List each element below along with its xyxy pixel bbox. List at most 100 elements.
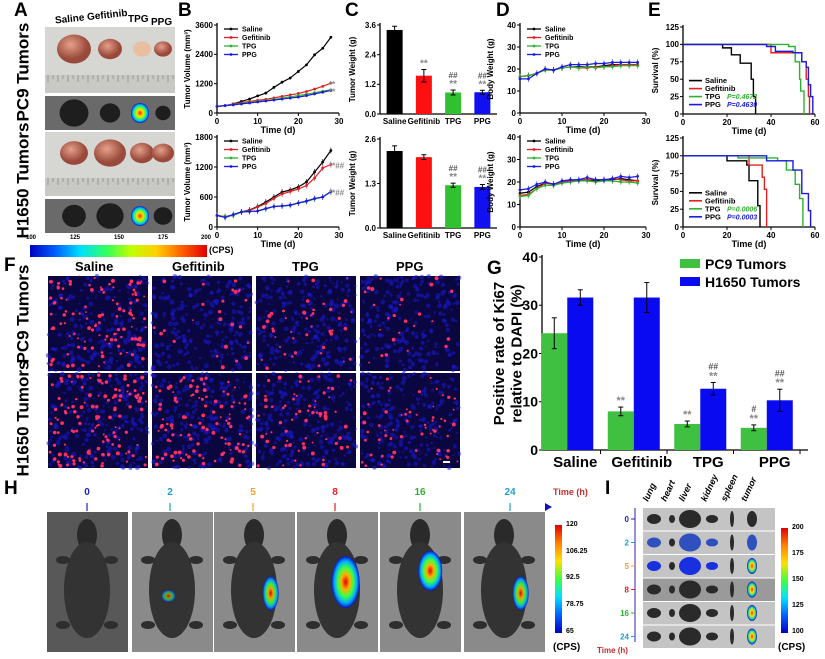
data-point	[535, 72, 539, 75]
nucleus	[304, 342, 307, 345]
nucleus	[53, 347, 58, 352]
ki67-cell	[127, 450, 131, 454]
ki67-cell	[104, 435, 108, 439]
nucleus	[389, 293, 393, 297]
ki67-cell	[118, 414, 122, 418]
nucleus	[401, 363, 405, 367]
nucleus	[48, 438, 52, 442]
nucleus	[414, 274, 418, 279]
nucleus	[141, 365, 144, 368]
nucleus	[139, 420, 144, 425]
nucleus	[132, 461, 136, 465]
ki67-cell	[100, 381, 104, 385]
data-point	[611, 65, 614, 69]
ki67-cell	[291, 355, 294, 358]
significance-hashes: ##	[775, 368, 785, 378]
ki67-cell	[91, 429, 95, 433]
nucleus	[206, 334, 210, 339]
nucleus	[269, 333, 274, 338]
nucleus	[416, 293, 421, 298]
data-point	[627, 180, 631, 184]
data-point	[569, 63, 572, 66]
y-tick-label: 30	[507, 155, 516, 164]
nucleus	[177, 274, 183, 280]
ki67-cell	[230, 322, 235, 327]
nucleus	[79, 289, 83, 292]
nucleus	[77, 385, 80, 388]
nucleus	[398, 359, 402, 363]
ki67-cell	[366, 286, 371, 290]
nucleus	[47, 369, 51, 372]
nucleus	[113, 321, 119, 326]
nucleus	[362, 333, 366, 337]
nucleus	[288, 300, 293, 305]
nucleus	[124, 354, 128, 357]
nucleus	[85, 416, 89, 420]
nucleus	[320, 331, 325, 337]
y-tick-label: 0	[512, 223, 517, 232]
nucleus	[169, 284, 175, 290]
nucleus	[349, 367, 352, 370]
legend-label: Gefitinib	[545, 147, 573, 154]
nucleus	[91, 373, 95, 377]
ki67-cell	[110, 278, 115, 283]
ki67-cell	[267, 313, 272, 318]
nucleus	[231, 316, 234, 319]
nucleus	[198, 287, 202, 291]
nucleus	[99, 422, 104, 427]
micrograph-saline	[45, 273, 150, 373]
nucleus	[129, 373, 133, 377]
x-tick-label: 0	[681, 231, 686, 240]
nucleus	[114, 373, 118, 377]
data-point	[560, 65, 564, 69]
ki67-cell	[129, 309, 132, 312]
nucleus	[130, 285, 134, 288]
nucleus	[361, 299, 365, 302]
nucleus	[196, 416, 201, 420]
nucleus	[185, 351, 190, 355]
ki67-cell	[311, 278, 316, 283]
data-point	[223, 216, 227, 219]
nucleus	[437, 303, 443, 309]
ki67-cell	[125, 452, 128, 455]
nucleus	[188, 338, 193, 343]
nucleus	[335, 281, 339, 285]
nucleus	[226, 352, 229, 356]
nucleus	[110, 427, 113, 431]
nucleus	[135, 376, 141, 382]
nucleus	[172, 364, 176, 368]
nucleus	[181, 444, 185, 448]
nucleus	[435, 362, 439, 365]
ki67-cell	[97, 378, 101, 382]
ki67-cell	[134, 291, 137, 294]
nucleus	[396, 277, 400, 280]
nucleus	[408, 365, 413, 370]
nucleus	[57, 305, 62, 310]
micrograph-gefitinib	[150, 274, 254, 372]
nucleus	[85, 419, 88, 422]
nucleus	[268, 302, 271, 306]
nucleus	[376, 308, 380, 312]
data-point	[296, 201, 300, 205]
nucleus	[118, 289, 122, 292]
nucleus	[369, 325, 373, 328]
ki67-cell	[309, 314, 312, 317]
nucleus	[79, 414, 83, 418]
nucleus	[79, 324, 84, 329]
nucleus	[84, 359, 87, 363]
data-point	[527, 77, 530, 81]
nucleus	[180, 303, 185, 309]
data-point	[280, 192, 284, 196]
nucleus	[100, 345, 104, 350]
bar-gefitinib	[633, 297, 660, 450]
legend-label: Saline	[242, 139, 263, 146]
nucleus	[177, 453, 181, 458]
data-point	[296, 70, 300, 73]
nucleus	[426, 303, 431, 308]
nucleus	[445, 328, 450, 333]
nucleus	[128, 297, 132, 301]
nucleus	[180, 300, 184, 304]
nucleus	[273, 356, 276, 359]
nucleus	[249, 351, 252, 355]
